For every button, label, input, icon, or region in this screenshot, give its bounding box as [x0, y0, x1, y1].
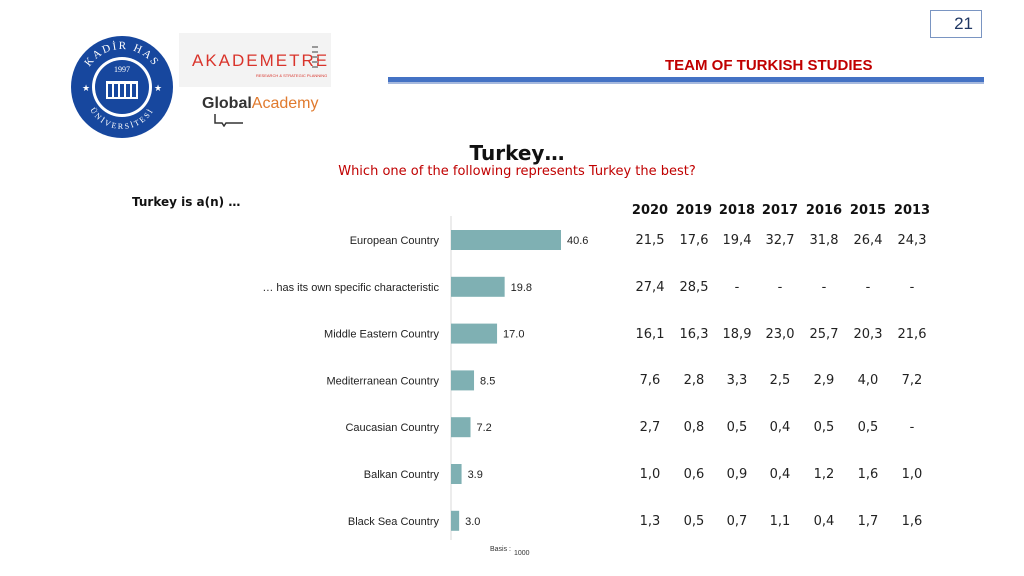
- basis-label: Basis :: [490, 546, 512, 553]
- table-cell: 0,5: [813, 420, 835, 436]
- svg-text:★: ★: [82, 83, 90, 93]
- global-academy-logo: GlobalAcademy: [202, 95, 318, 113]
- year-header: 2016: [805, 203, 843, 218]
- table-cell: 1,2: [813, 467, 835, 482]
- table-cell: 2,8: [683, 373, 705, 389]
- category-label: Black Sea Country: [348, 516, 440, 528]
- value-label: 3.0: [465, 516, 480, 528]
- table-cell: -: [821, 279, 827, 295]
- kadir-has-logo: KADİR HAS ÜNİVERSİTESİ 1997 ★ ★: [71, 36, 173, 138]
- page-title: Turkey…: [469, 141, 565, 165]
- svg-text:★: ★: [154, 83, 162, 93]
- year-header: 2018: [718, 203, 756, 218]
- category-label: … has its own specific characteristic: [262, 282, 439, 294]
- bar: [451, 510, 460, 531]
- table-cell: 0,4: [769, 467, 791, 482]
- table-cell: 0,5: [857, 420, 879, 436]
- table-cell: 0,9: [726, 467, 748, 482]
- header-divider: [388, 77, 984, 82]
- table-cell: 7,6: [639, 373, 661, 389]
- year-header: 2013: [893, 203, 931, 218]
- basis-value: 1000: [514, 550, 530, 557]
- global-logo-part2: Academy: [251, 95, 319, 112]
- value-label: 7.2: [477, 422, 492, 434]
- bar: [451, 464, 462, 484]
- page-number: 21: [930, 10, 982, 38]
- value-label: 3.9: [468, 469, 483, 481]
- akademetre-subtitle: RESEARCH & STRATEGIC PLANNING: [256, 73, 328, 78]
- global-logo-part1: Global: [202, 95, 252, 112]
- table-cell: 0,4: [769, 420, 791, 436]
- table-cell: 1,6: [857, 467, 879, 482]
- table-cell: 27,4: [635, 279, 665, 295]
- table-cell: -: [865, 279, 871, 295]
- table-cell: 7,2: [901, 373, 923, 389]
- table-cell: 28,5: [679, 279, 709, 295]
- table-cell: 21,6: [897, 326, 927, 342]
- table-cell: -: [777, 279, 783, 295]
- header-divider-shadow: [388, 82, 984, 84]
- team-title: TEAM OF TURKISH STUDIES: [665, 57, 873, 74]
- table-cell: -: [909, 279, 915, 295]
- category-label: European Country: [350, 235, 440, 247]
- category-label: Mediterranean Country: [326, 375, 439, 387]
- bar: [451, 230, 561, 250]
- year-header: 2015: [849, 203, 887, 218]
- year-header: 2017: [761, 203, 799, 218]
- category-label: Caucasian Country: [345, 422, 439, 434]
- table-cell: 1,0: [901, 467, 923, 482]
- table-cell: 25,7: [809, 326, 839, 342]
- table-cell: 18,9: [722, 326, 752, 342]
- table-cell: 19,4: [722, 233, 752, 248]
- table-cell: 0,5: [726, 420, 748, 436]
- table-cell: 2,7: [639, 420, 661, 436]
- table-cell: 3,3: [726, 373, 748, 389]
- table-cell: 20,3: [853, 326, 883, 342]
- table-cell: 24,3: [897, 233, 927, 248]
- table-cell: 2,5: [769, 373, 791, 389]
- table-cell: 1,7: [857, 513, 879, 529]
- table-cell: 31,8: [809, 233, 839, 248]
- table-cell: 17,6: [679, 233, 709, 248]
- speech-bubble-icon: [214, 114, 243, 127]
- table-cell: 4,0: [857, 373, 879, 389]
- table-cell: 32,7: [765, 233, 795, 248]
- table-cell: 0,6: [683, 467, 705, 482]
- bar: [451, 370, 475, 391]
- table-cell: 1,1: [769, 513, 791, 529]
- category-label: Balkan Country: [364, 469, 440, 481]
- akademetre-logo: AKADEMETRE: [192, 51, 330, 70]
- table-cell: 21,5: [635, 233, 665, 248]
- table-cell: 16,3: [679, 326, 709, 342]
- bar: [451, 417, 471, 438]
- table-cell: 26,4: [853, 233, 883, 248]
- value-label: 40.6: [567, 235, 588, 247]
- table-cell: 2,9: [813, 373, 835, 389]
- chart-label: Turkey is a(n) …: [132, 195, 241, 209]
- table-cell: 0,8: [683, 420, 705, 436]
- table-cell: 0,4: [813, 513, 835, 529]
- kadir-has-year: 1997: [114, 65, 130, 74]
- value-label: 17.0: [503, 329, 524, 341]
- table-cell: 1,3: [639, 513, 661, 529]
- page-subtitle: Which one of the following represents Tu…: [338, 164, 696, 179]
- year-header: 2019: [675, 203, 713, 218]
- table-cell: 16,1: [635, 326, 665, 342]
- year-header: 2020: [631, 203, 669, 218]
- value-label: 19.8: [511, 282, 532, 294]
- table-cell: -: [909, 420, 915, 436]
- bar: [451, 323, 498, 344]
- akademetre-logo-box: [179, 33, 331, 87]
- table-cell: 0,7: [726, 513, 748, 529]
- table-cell: 1,0: [639, 467, 661, 482]
- table-cell: 1,6: [901, 513, 923, 529]
- table-cell: 23,0: [765, 326, 795, 342]
- akademetre-bars-icon: [312, 46, 318, 68]
- value-label: 8.5: [480, 375, 495, 387]
- table-cell: 0,5: [683, 513, 705, 529]
- table-cell: -: [734, 279, 740, 295]
- bar: [451, 276, 505, 297]
- category-label: Middle Eastern Country: [324, 329, 439, 341]
